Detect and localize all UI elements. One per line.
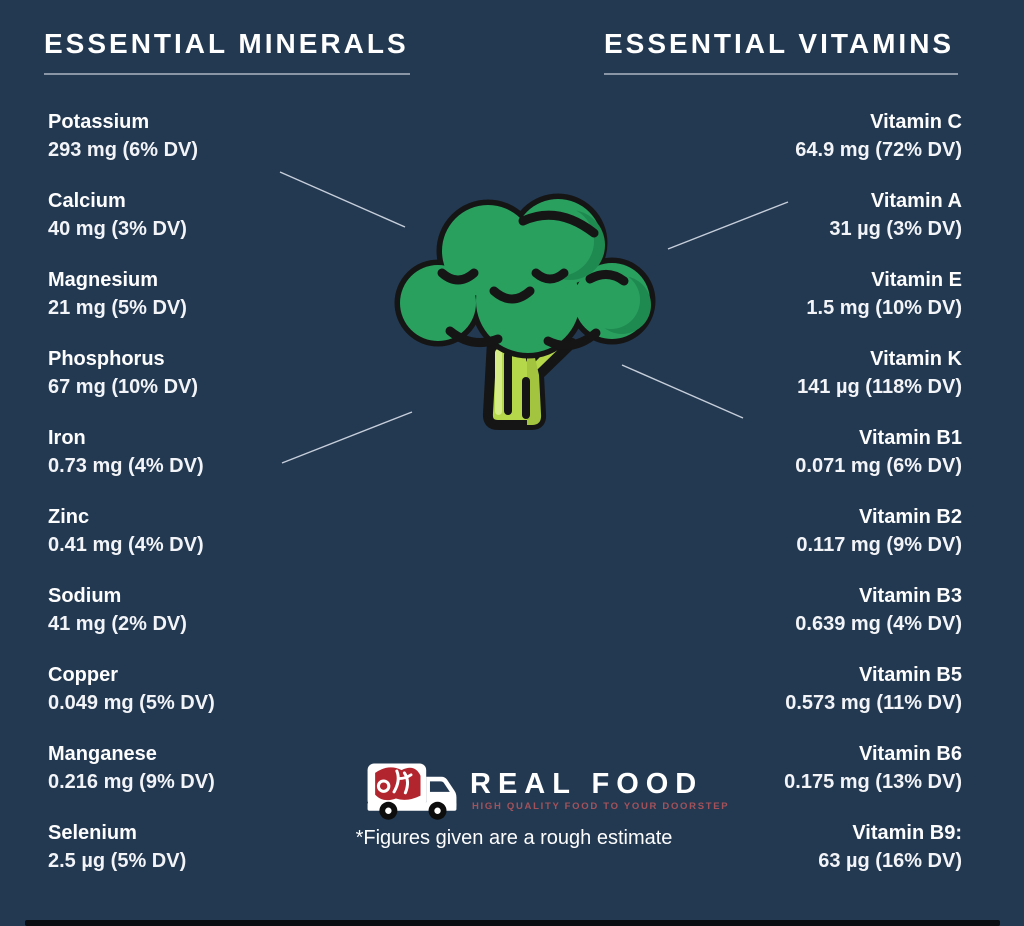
mineral-potassium: Potassium 293 mg (6% DV) — [48, 108, 388, 164]
vitamin-b6: Vitamin B6 0.175 mg (13% DV) — [622, 740, 962, 796]
mineral-selenium: Selenium 2.5 µg (5% DV) — [48, 819, 388, 875]
vitamin-c: Vitamin C 64.9 mg (72% DV) — [622, 108, 962, 164]
nutrient-name: Manganese — [48, 743, 157, 765]
nutrient-name: Vitamin B9: — [852, 822, 962, 844]
vitamin-k: Vitamin K 141 µg (118% DV) — [622, 345, 962, 401]
delivery-truck-icon — [360, 748, 464, 830]
nutrient-name: Calcium — [48, 190, 126, 212]
nutrient-name: Vitamin C — [870, 111, 962, 133]
nutrient-name: Vitamin B5 — [859, 664, 962, 686]
mineral-manganese: Manganese 0.216 mg (9% DV) — [48, 740, 388, 796]
bottom-bar — [25, 920, 1000, 926]
broccoli-icon — [390, 183, 660, 445]
estimate-note: *Figures given are a rough estimate — [355, 827, 673, 849]
nutrient-value: 0.41 mg (4% DV) — [48, 534, 204, 556]
nutrient-value: 0.117 mg (9% DV) — [796, 534, 962, 556]
nutrient-name: Selenium — [48, 822, 137, 844]
nutrient-value: 63 µg (16% DV) — [818, 850, 962, 872]
vitamin-b1: Vitamin B1 0.071 mg (6% DV) — [622, 424, 962, 480]
nutrient-value: 141 µg (118% DV) — [797, 376, 962, 398]
nutrient-name: Phosphorus — [48, 348, 165, 370]
nutrient-name: Vitamin B3 — [859, 585, 962, 607]
vitamin-e: Vitamin E 1.5 mg (10% DV) — [622, 266, 962, 322]
nutrient-name: Zinc — [48, 506, 90, 528]
vitamin-b9: Vitamin B9: 63 µg (16% DV) — [622, 819, 962, 875]
broccoli-face — [437, 268, 569, 304]
nutrient-name: Sodium — [48, 585, 122, 607]
minerals-header: ESSENTIAL MINERALS — [44, 28, 410, 75]
mineral-magnesium: Magnesium 21 mg (5% DV) — [48, 266, 388, 322]
vitamin-a: Vitamin A 31 µg (3% DV) — [622, 187, 962, 243]
mineral-iron: Iron 0.73 mg (4% DV) — [48, 424, 388, 480]
vitamins-header: ESSENTIAL VITAMINS — [604, 28, 958, 75]
nutrient-value: 2.5 µg (5% DV) — [48, 850, 187, 872]
nutrient-name: Vitamin B6 — [859, 743, 962, 765]
brand-name: REAL FOOD — [470, 768, 704, 800]
nutrient-name: Potassium — [48, 111, 150, 133]
nutrient-value: 293 mg (6% DV) — [48, 139, 199, 161]
brand-tagline: HIGH QUALITY FOOD TO YOUR DOORSTEP — [472, 801, 730, 812]
nutrient-name: Vitamin K — [870, 348, 962, 370]
nutrient-value: 1.5 mg (10% DV) — [806, 297, 962, 319]
mineral-phosphorus: Phosphorus 67 mg (10% DV) — [48, 345, 388, 401]
nutrient-value: 0.73 mg (4% DV) — [48, 455, 204, 477]
nutrient-value: 0.071 mg (6% DV) — [795, 455, 962, 477]
nutrient-value: 0.049 mg (5% DV) — [48, 692, 215, 714]
nutrient-name: Copper — [48, 664, 118, 686]
nutrient-name: Magnesium — [48, 269, 159, 291]
mineral-calcium: Calcium 40 mg (3% DV) — [48, 187, 388, 243]
vitamin-b2: Vitamin B2 0.117 mg (9% DV) — [622, 503, 962, 559]
vitamin-b3: Vitamin B3 0.639 mg (4% DV) — [622, 582, 962, 638]
nutrient-value: 0.216 mg (9% DV) — [48, 771, 215, 793]
nutrient-name: Vitamin E — [871, 269, 962, 291]
minerals-list: Potassium 293 mg (6% DV) Calcium 40 mg (… — [48, 108, 388, 898]
nutrient-name: Iron — [48, 427, 86, 449]
nutrient-value: 31 µg (3% DV) — [829, 218, 962, 240]
nutrient-name: Vitamin B2 — [859, 506, 962, 528]
nutrient-value: 40 mg (3% DV) — [48, 218, 187, 240]
nutrient-value: 64.9 mg (72% DV) — [795, 139, 962, 161]
nutrient-value: 21 mg (5% DV) — [48, 297, 187, 319]
nutrient-value: 0.639 mg (4% DV) — [795, 613, 962, 635]
mineral-sodium: Sodium 41 mg (2% DV) — [48, 582, 388, 638]
mineral-copper: Copper 0.049 mg (5% DV) — [48, 661, 388, 717]
nutrient-value: 41 mg (2% DV) — [48, 613, 187, 635]
mineral-zinc: Zinc 0.41 mg (4% DV) — [48, 503, 388, 559]
vitamin-b5: Vitamin B5 0.573 mg (11% DV) — [622, 661, 962, 717]
nutrient-value: 0.573 mg (11% DV) — [785, 692, 962, 714]
nutrient-value: 0.175 mg (13% DV) — [784, 771, 962, 793]
nutrient-value: 67 mg (10% DV) — [48, 376, 199, 398]
nutrient-name: Vitamin B1 — [859, 427, 962, 449]
vitamins-list: Vitamin C 64.9 mg (72% DV) Vitamin A 31 … — [622, 108, 962, 898]
nutrient-name: Vitamin A — [870, 190, 962, 212]
